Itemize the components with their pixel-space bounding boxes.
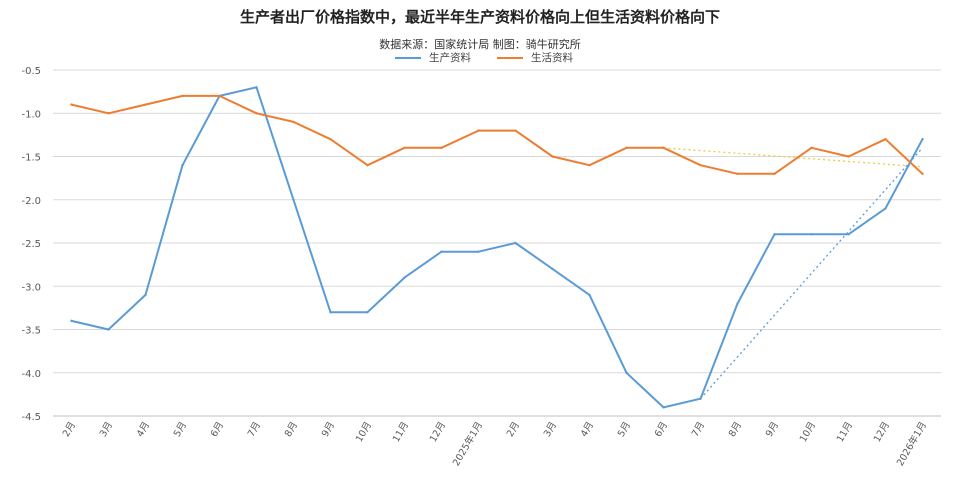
x-tick-label: 12月 <box>428 420 448 444</box>
data-point-consumer <box>847 155 850 158</box>
data-point-consumer <box>181 94 184 98</box>
legend-label-consumer: 生活资料 <box>531 52 573 64</box>
x-tick-label: 4月 <box>579 420 596 439</box>
x-tick-label: 2025年1月 <box>450 420 485 469</box>
x-tick-label: 6月 <box>209 420 226 439</box>
data-point-production <box>884 207 887 210</box>
legend-swatch-production <box>395 56 421 59</box>
x-tick-label: 9月 <box>320 420 337 439</box>
data-point-production <box>292 198 295 201</box>
data-point-consumer <box>884 138 887 141</box>
data-point-production <box>699 397 702 400</box>
x-tick-label: 6月 <box>653 420 670 439</box>
data-point-production <box>514 241 517 245</box>
x-tick-label: 4月 <box>135 420 152 439</box>
x-tick-label: 5月 <box>172 420 189 439</box>
x-tick-label: 2月 <box>505 420 522 439</box>
data-point-consumer <box>440 146 443 150</box>
data-point-production <box>810 233 813 236</box>
data-point-consumer <box>144 103 147 106</box>
data-point-production <box>366 311 369 314</box>
y-tick-label: -3.0 <box>21 282 41 293</box>
x-tick-label: 3月 <box>542 420 559 439</box>
trendline-consumer <box>663 147 923 168</box>
y-tick-label: -4.5 <box>21 412 41 423</box>
legend-swatch-consumer <box>497 56 523 59</box>
x-tick-label: 10月 <box>798 420 818 444</box>
y-tick-label: -2.0 <box>21 196 41 207</box>
data-point-consumer <box>403 146 406 150</box>
data-point-consumer <box>921 172 924 175</box>
data-point-consumer <box>70 103 73 106</box>
data-point-consumer <box>736 172 739 175</box>
y-tick-label: -2.5 <box>21 239 41 250</box>
data-point-production <box>144 293 147 297</box>
legend-label-production: 生产资料 <box>429 52 471 64</box>
data-point-production <box>255 86 258 89</box>
data-point-consumer <box>366 163 369 167</box>
data-point-consumer <box>255 112 258 115</box>
data-point-consumer <box>477 129 480 132</box>
chart-legend: 生产资料 生活资料 <box>395 50 573 65</box>
data-point-consumer <box>551 155 554 158</box>
data-point-production <box>847 233 850 236</box>
y-tick-label: -3.5 <box>21 326 41 337</box>
data-point-consumer <box>292 120 295 124</box>
data-point-production <box>477 250 480 253</box>
y-tick-label: -1.5 <box>21 153 41 164</box>
data-point-consumer <box>662 146 665 150</box>
x-tick-label: 11月 <box>391 420 411 444</box>
data-point-production <box>70 319 73 323</box>
x-tick-label: 11月 <box>835 420 855 444</box>
x-tick-label: 10月 <box>354 420 374 444</box>
legend-item-consumer: 生活资料 <box>497 50 573 65</box>
data-point-production <box>588 293 591 297</box>
chart-title: 生产者出厂价格指数中，最近半年生产资料价格向上但生活资料价格向下 <box>239 8 720 26</box>
data-point-consumer <box>329 138 332 141</box>
data-point-production <box>773 233 776 236</box>
x-tick-label: 12月 <box>872 420 892 444</box>
data-point-production <box>736 302 739 305</box>
data-point-consumer <box>107 112 110 115</box>
x-tick-label: 8月 <box>283 420 300 439</box>
y-tick-label: -1.0 <box>21 109 41 120</box>
x-tick-label: 5月 <box>616 420 633 439</box>
data-point-production <box>440 250 443 253</box>
data-point-consumer <box>773 172 776 175</box>
data-point-production <box>107 328 110 331</box>
data-point-consumer <box>588 163 591 167</box>
x-tick-label: 7月 <box>246 420 263 439</box>
series-line-production <box>71 86 924 409</box>
x-tick-label: 9月 <box>764 420 781 439</box>
data-point-production <box>625 371 628 374</box>
trendline-production <box>700 147 923 400</box>
data-point-production <box>551 267 554 271</box>
data-point-consumer <box>699 163 702 167</box>
x-tick-label: 2026年1月 <box>894 420 929 469</box>
data-point-production <box>403 276 406 279</box>
data-point-production <box>181 163 184 167</box>
y-tick-label: -4.0 <box>21 369 41 380</box>
y-tick-label: -0.5 <box>21 66 41 77</box>
x-tick-label: 8月 <box>727 420 744 439</box>
data-point-consumer <box>218 94 221 98</box>
data-point-production <box>662 406 665 409</box>
series-line-consumer <box>71 94 924 175</box>
x-tick-label: 2月 <box>61 420 78 439</box>
data-point-consumer <box>625 146 628 150</box>
x-tick-label: 7月 <box>690 420 707 439</box>
data-point-production <box>921 138 924 141</box>
data-point-consumer <box>514 129 517 132</box>
data-point-consumer <box>810 146 813 150</box>
chart-subtitle: 数据来源：国家统计局 制图：骑牛研究所 <box>379 38 581 51</box>
legend-item-production: 生产资料 <box>395 50 471 65</box>
x-tick-label: 3月 <box>98 420 115 439</box>
data-point-production <box>329 311 332 314</box>
